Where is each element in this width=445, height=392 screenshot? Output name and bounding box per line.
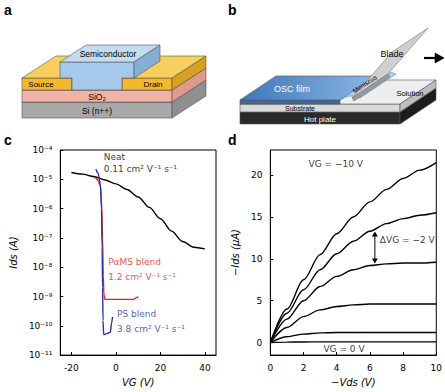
- svg-text:10⁻¹⁰: 10⁻¹⁰: [29, 321, 53, 331]
- svg-text:Blade: Blade: [380, 49, 403, 59]
- svg-text:10⁻⁴: 10⁻⁴: [33, 145, 53, 155]
- svg-text:10: 10: [431, 363, 443, 373]
- svg-text:VG = 0 V: VG = 0 V: [323, 344, 365, 354]
- svg-text:−Vds (V): −Vds (V): [331, 377, 376, 388]
- html-text:c: c: [4, 132, 12, 148]
- svg-text:0: 0: [267, 363, 273, 373]
- svg-text:40: 40: [199, 363, 211, 373]
- svg-text:Si (n++): Si (n++): [82, 106, 112, 116]
- svg-text:15: 15: [251, 212, 262, 222]
- svg-text:6: 6: [367, 363, 373, 373]
- svg-text:Substrate: Substrate: [285, 105, 315, 112]
- svg-text:0.11 cm² V⁻¹ s⁻¹: 0.11 cm² V⁻¹ s⁻¹: [104, 164, 178, 174]
- svg-text:0: 0: [113, 363, 119, 373]
- svg-text:3.8 cm² V⁻¹ s⁻¹: 3.8 cm² V⁻¹ s⁻¹: [117, 324, 185, 334]
- svg-text:Semiconductor: Semiconductor: [80, 49, 137, 59]
- svg-text:5: 5: [257, 296, 263, 306]
- svg-text:10⁻⁹: 10⁻⁹: [33, 292, 53, 302]
- svg-text:a: a: [4, 2, 12, 18]
- svg-text:0: 0: [257, 338, 263, 348]
- svg-text:−Ids (µA): −Ids (µA): [230, 229, 241, 276]
- svg-text:-20: -20: [64, 363, 79, 373]
- svg-text:10: 10: [251, 254, 263, 264]
- svg-text:VG (V): VG (V): [122, 377, 154, 388]
- svg-text:PS blend: PS blend: [117, 309, 156, 319]
- svg-text:b: b: [228, 2, 237, 18]
- svg-text:ΔVG = −2 V: ΔVG = −2 V: [380, 235, 436, 245]
- svg-text:20: 20: [155, 363, 167, 373]
- svg-text:Neat: Neat: [104, 152, 126, 162]
- svg-text:Ids (A): Ids (A): [8, 236, 19, 268]
- svg-text:Solution: Solution: [396, 89, 423, 98]
- svg-text:10⁻⁸: 10⁻⁸: [33, 262, 53, 272]
- svg-text:PαMS blend: PαMS blend: [108, 257, 161, 267]
- svg-text:SiO₂: SiO₂: [88, 92, 105, 102]
- svg-text:4: 4: [334, 363, 340, 373]
- svg-text:Hot plate: Hot plate: [304, 115, 337, 124]
- svg-text:10⁻⁷: 10⁻⁷: [33, 233, 53, 243]
- svg-text:OSC film: OSC film: [274, 84, 310, 94]
- svg-text:Drain: Drain: [143, 80, 162, 89]
- svg-text:VG = −10 V: VG = −10 V: [309, 159, 364, 169]
- svg-text:8: 8: [400, 363, 406, 373]
- svg-text:20: 20: [251, 170, 263, 180]
- svg-text:10⁻⁶: 10⁻⁶: [33, 204, 53, 214]
- svg-text:Meniscus: Meniscus: [351, 73, 378, 94]
- svg-text:1.2 cm² V⁻¹ s⁻¹: 1.2 cm² V⁻¹ s⁻¹: [108, 272, 176, 282]
- svg-text:Source: Source: [28, 80, 54, 89]
- svg-text:2: 2: [301, 363, 307, 373]
- html-text:d: d: [228, 132, 237, 148]
- svg-text:10⁻¹¹: 10⁻¹¹: [29, 350, 53, 360]
- svg-text:10⁻⁵: 10⁻⁵: [33, 174, 53, 184]
